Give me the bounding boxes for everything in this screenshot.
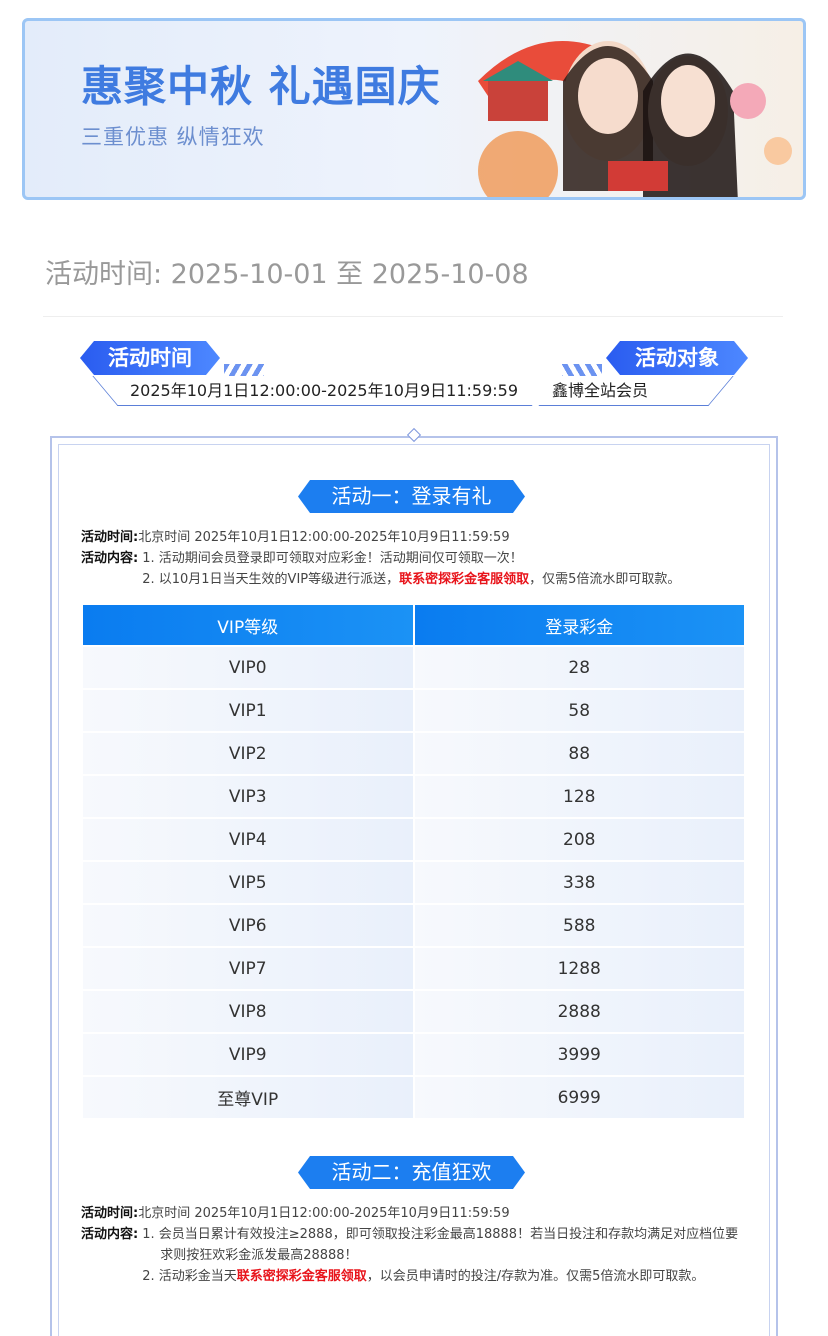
rule-item: 2. 以10月1日当天生效的VIP等级进行派送，联系密探彩金客服领取，仅需5倍流…	[142, 572, 681, 587]
column-header: VIP等级	[83, 605, 413, 645]
bonus-cell: 58	[414, 690, 744, 731]
table-row: VIP0 28	[83, 647, 744, 688]
promo-banner[interactable]: 惠聚中秋 礼遇国庆 三重优惠 纵情狂欢	[22, 18, 806, 200]
activity2-info: 活动时间: 北京时间 2025年10月1日12:00:00-2025年10月9日1…	[81, 1203, 751, 1287]
vip-level-cell: VIP0	[83, 647, 413, 688]
vip-level-cell: VIP7	[83, 948, 413, 989]
table-row: VIP1 58	[83, 690, 744, 731]
bonus-cell: 6999	[414, 1077, 744, 1118]
contact-service-highlight: 联系密探彩金客服领取	[236, 1269, 367, 1284]
table-row: VIP5 338	[83, 862, 744, 903]
vip-level-cell: VIP2	[83, 733, 413, 774]
vip-level-cell: VIP1	[83, 690, 413, 731]
table-row: VIP9 3999	[83, 1034, 744, 1075]
stripes-decoration	[224, 364, 264, 376]
divider	[43, 316, 783, 317]
vip-level-cell: VIP3	[83, 776, 413, 817]
bonus-cell: 3999	[414, 1034, 744, 1075]
banner-title: 惠聚中秋 礼遇国庆	[81, 62, 441, 111]
time-value: 北京时间 2025年10月1日12:00:00-2025年10月9日11:59:…	[138, 530, 510, 545]
time-label: 活动时间:	[81, 1206, 139, 1221]
banner-subtitle: 三重优惠 纵情狂欢	[81, 125, 265, 149]
banner-illustration	[478, 41, 792, 197]
table-row: VIP6 588	[83, 905, 744, 946]
bonus-cell: 338	[414, 862, 744, 903]
content-label: 活动内容:	[81, 551, 139, 566]
vip-level-cell: VIP8	[83, 991, 413, 1032]
bonus-cell: 208	[414, 819, 744, 860]
tag-time-value: 2025年10月1日12:00:00-2025年10月9日11:59:59	[130, 381, 519, 400]
rule-item: 1. 会员当日累计有效投注≥2888，即可领取投注彩金最高18888！若当日投注…	[142, 1227, 739, 1263]
rule-item: 1. 活动期间会员登录即可领取对应彩金！活动期间仅可领取一次！	[142, 551, 523, 566]
bonus-cell: 128	[414, 776, 744, 817]
tag-activity-time: 活动时间	[80, 341, 220, 375]
table-row: 至尊VIP 6999	[83, 1077, 744, 1118]
vip-level-cell: VIP5	[83, 862, 413, 903]
table-row: VIP7 1288	[83, 948, 744, 989]
table-row: VIP2 88	[83, 733, 744, 774]
table-row: VIP8 2888	[83, 991, 744, 1032]
time-value: 北京时间 2025年10月1日12:00:00-2025年10月9日11:59:…	[138, 1206, 510, 1221]
time-label: 活动时间:	[81, 530, 139, 545]
vip-level-cell: VIP6	[83, 905, 413, 946]
bonus-cell: 588	[414, 905, 744, 946]
bonus-cell: 28	[414, 647, 744, 688]
contact-service-highlight: 联系密探彩金客服领取	[399, 572, 530, 587]
vip-bonus-table: VIP等级 登录彩金 VIP0 28 VIP1 58 VIP2 88 VIP3 128 VIP4…	[81, 603, 746, 1120]
activity1-title: 活动一：登录有礼	[298, 480, 525, 513]
content-label: 活动内容:	[81, 1227, 139, 1242]
stripes-decoration	[562, 364, 602, 376]
vip-level-cell: VIP9	[83, 1034, 413, 1075]
column-header: 登录彩金	[414, 605, 744, 645]
table-row: VIP3 128	[83, 776, 744, 817]
bonus-cell: 88	[414, 733, 744, 774]
tag-target-value: 鑫博全站会员	[552, 381, 649, 400]
table-row: VIP4 208	[83, 819, 744, 860]
rule-item: 2. 活动彩金当天联系密探彩金客服领取，以会员申请时的投注/存款为准。仅需5倍流…	[142, 1269, 705, 1284]
activity2-title: 活动二：充值狂欢	[298, 1156, 525, 1189]
bonus-cell: 1288	[414, 948, 744, 989]
tag-activity-target: 活动对象	[606, 341, 748, 375]
vip-level-cell: 至尊VIP	[83, 1077, 413, 1118]
vip-level-cell: VIP4	[83, 819, 413, 860]
activity1-info: 活动时间: 北京时间 2025年10月1日12:00:00-2025年10月9日1…	[81, 527, 751, 590]
bonus-cell: 2888	[414, 991, 744, 1032]
activity-date: 活动时间: 2025-10-01 至 2025-10-08	[45, 259, 529, 290]
